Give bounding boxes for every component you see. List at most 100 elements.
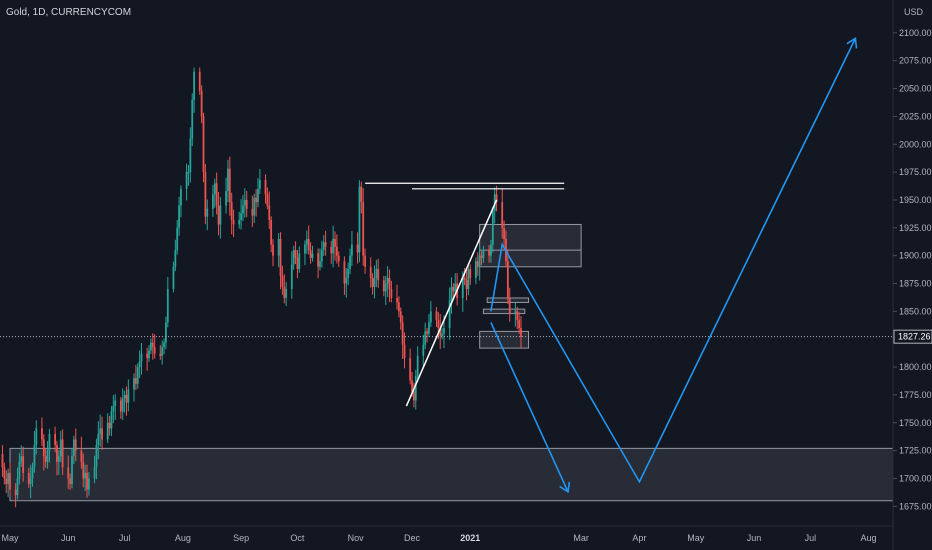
candle-body [439,328,442,336]
candle-body [125,394,128,403]
candle-body [337,255,340,262]
supply-demand-zone [479,330,530,349]
candle-body [84,472,87,479]
last-price-label: 1827.26 [898,332,931,342]
candle-body [251,208,254,216]
candle-body [213,183,216,195]
candle-body [322,242,325,251]
candle-body [27,472,30,485]
trendline [405,199,498,407]
y-tick-label: 1725.00 [899,446,932,456]
candle-body [228,168,231,203]
candle-body [360,186,363,203]
price-axis[interactable]: USD 2100.00 2075.00 2050.00 2025.00 2000.00 1… [892,0,932,550]
candle-body [174,250,177,267]
candle-body [388,277,391,290]
candle-body [112,406,115,412]
candle-body [20,456,23,462]
candle-body [454,283,457,292]
candle-body [148,350,150,359]
candle-body [424,331,427,345]
candle-body [399,311,402,323]
candle-body [110,411,113,429]
candle-body [426,331,428,334]
candle-body [99,428,102,434]
x-tick-label: Oct [290,533,305,543]
candle-body [508,297,511,314]
candle-body [240,213,242,221]
candle-body [202,116,205,173]
candle-body [324,242,327,247]
candle-body [245,199,248,209]
candle-body [343,261,346,284]
candle-body [35,428,38,446]
candle-body [29,478,32,485]
candle-body [501,202,504,228]
candle-body [491,211,494,245]
x-tick-label: Sep [233,533,249,543]
candle-body [371,277,374,287]
candle-body [5,478,8,485]
candle-body [191,99,194,139]
candle-body [422,344,425,356]
candle-body [72,439,75,457]
candle-body [437,320,440,329]
candle-body [108,422,111,429]
x-tick-label: 2021 [460,533,480,543]
candle-body [270,220,273,245]
candle-body [347,269,350,278]
x-tick-label: Jun [61,533,76,543]
candle-body [390,289,393,298]
candle-body [304,244,306,254]
time-axis[interactable]: May Jun Jul Aug Sep Oct Nov Dec 2021 Mar Apr May Jun… [0,525,893,543]
y-tick-label: 1900.00 [899,251,932,261]
candle-body [475,261,477,278]
candle-body [411,380,413,392]
x-tick-label: Nov [348,533,365,543]
candle-body [369,266,372,278]
candle-body [151,342,154,347]
y-tick-label: 1700.00 [899,473,932,483]
candle-body [114,400,117,407]
candle-body [54,433,56,446]
candle-body [375,269,378,278]
candle-body [264,179,267,195]
candle-body [461,277,464,298]
candle-body [119,400,122,412]
candle-body [452,286,455,292]
candle-body [409,358,412,381]
candle-body [178,205,180,228]
candle-body [428,322,430,334]
x-tick-label: May [687,533,705,543]
candle-body [520,328,522,337]
candle-body [377,269,380,281]
candle-body [41,428,43,440]
candle-body [397,302,400,312]
candle-body [71,456,73,485]
candle-body [518,320,521,329]
x-tick-label: Jul [119,533,131,543]
candle-body [279,238,282,276]
candle-body [463,277,466,281]
candle-body [382,280,385,292]
candle-body [136,367,139,384]
candle-body [319,261,321,267]
candle-body [292,250,295,265]
candle-body [330,246,333,254]
y-tick-label: 1875.00 [899,279,932,289]
x-tick-label: Jun [747,533,762,543]
candle-body [150,342,152,351]
candle-body [335,246,338,256]
candle-body [166,289,169,323]
candle-body [448,300,451,329]
candle-body [443,328,445,334]
candle-body [253,197,256,216]
candle-body [465,280,468,290]
candle-body [351,244,353,256]
arrowhead [846,37,858,49]
candle-body [33,445,36,468]
candle-body [307,238,310,251]
candle-body [478,255,481,267]
x-tick-label: Aug [175,533,191,543]
